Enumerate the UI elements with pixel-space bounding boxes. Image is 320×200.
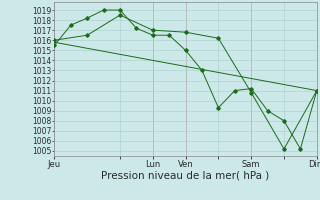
X-axis label: Pression niveau de la mer( hPa ): Pression niveau de la mer( hPa ) (101, 171, 270, 181)
